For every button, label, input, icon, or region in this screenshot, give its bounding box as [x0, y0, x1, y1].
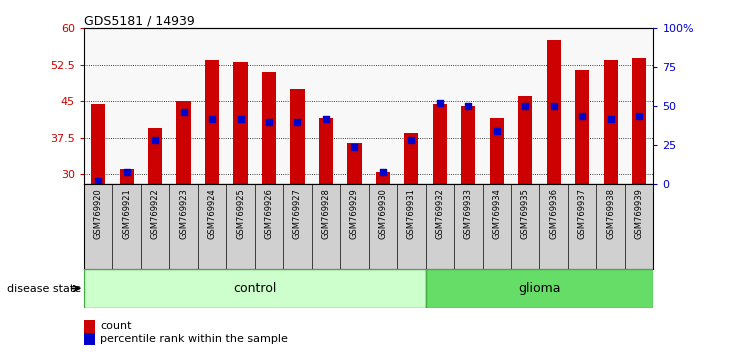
- Text: GSM769928: GSM769928: [321, 188, 331, 239]
- Point: [292, 119, 304, 125]
- Text: GSM769937: GSM769937: [577, 188, 587, 239]
- Bar: [148, 128, 162, 184]
- Point: [519, 103, 531, 109]
- Point: [604, 116, 616, 121]
- Bar: [234, 62, 247, 184]
- Text: GSM769921: GSM769921: [122, 188, 131, 239]
- Point: [377, 169, 388, 175]
- Bar: [262, 72, 276, 184]
- Text: disease state: disease state: [7, 284, 82, 293]
- Text: GSM769924: GSM769924: [207, 188, 217, 239]
- Bar: [347, 143, 361, 184]
- Point: [149, 138, 161, 143]
- Bar: [177, 101, 191, 184]
- Bar: [291, 89, 304, 184]
- Text: GSM769936: GSM769936: [549, 188, 558, 239]
- Text: GSM769929: GSM769929: [350, 188, 359, 239]
- Bar: [120, 170, 134, 184]
- Text: GSM769922: GSM769922: [150, 188, 160, 239]
- Text: GSM769920: GSM769920: [93, 188, 103, 239]
- Text: GSM769923: GSM769923: [179, 188, 188, 239]
- Text: GSM769938: GSM769938: [606, 188, 615, 239]
- Text: percentile rank within the sample: percentile rank within the sample: [100, 334, 288, 344]
- Point: [92, 178, 104, 184]
- Point: [235, 116, 247, 121]
- FancyBboxPatch shape: [84, 269, 426, 308]
- Text: GSM769926: GSM769926: [264, 188, 274, 239]
- Bar: [575, 70, 589, 184]
- Bar: [461, 106, 475, 184]
- Text: control: control: [233, 282, 277, 295]
- Text: GSM769933: GSM769933: [464, 188, 473, 239]
- Text: GSM769934: GSM769934: [492, 188, 502, 239]
- Bar: [376, 172, 390, 184]
- Point: [406, 138, 418, 143]
- Bar: [404, 133, 418, 184]
- Point: [206, 116, 218, 121]
- Text: GSM769927: GSM769927: [293, 188, 302, 239]
- Point: [577, 113, 588, 118]
- Point: [463, 103, 474, 109]
- Bar: [205, 60, 219, 184]
- Bar: [91, 104, 105, 184]
- Point: [320, 116, 331, 121]
- FancyBboxPatch shape: [426, 269, 653, 308]
- Bar: [319, 118, 333, 184]
- Bar: [433, 104, 447, 184]
- Point: [121, 169, 133, 175]
- Text: count: count: [100, 321, 131, 331]
- Point: [548, 103, 559, 109]
- Text: GSM769939: GSM769939: [634, 188, 644, 239]
- Text: GSM769932: GSM769932: [435, 188, 445, 239]
- Point: [263, 119, 274, 125]
- Text: glioma: glioma: [518, 282, 561, 295]
- Text: GSM769925: GSM769925: [236, 188, 245, 239]
- Bar: [490, 118, 504, 184]
- Text: GDS5181 / 14939: GDS5181 / 14939: [84, 14, 195, 27]
- Point: [491, 128, 502, 134]
- Point: [434, 100, 445, 106]
- Bar: [547, 40, 561, 184]
- Point: [349, 144, 361, 149]
- Bar: [632, 58, 646, 184]
- Point: [178, 110, 190, 115]
- Text: GSM769930: GSM769930: [378, 188, 388, 239]
- Bar: [604, 60, 618, 184]
- Point: [634, 113, 645, 118]
- Text: GSM769935: GSM769935: [520, 188, 530, 239]
- Text: GSM769931: GSM769931: [407, 188, 416, 239]
- Bar: [518, 97, 532, 184]
